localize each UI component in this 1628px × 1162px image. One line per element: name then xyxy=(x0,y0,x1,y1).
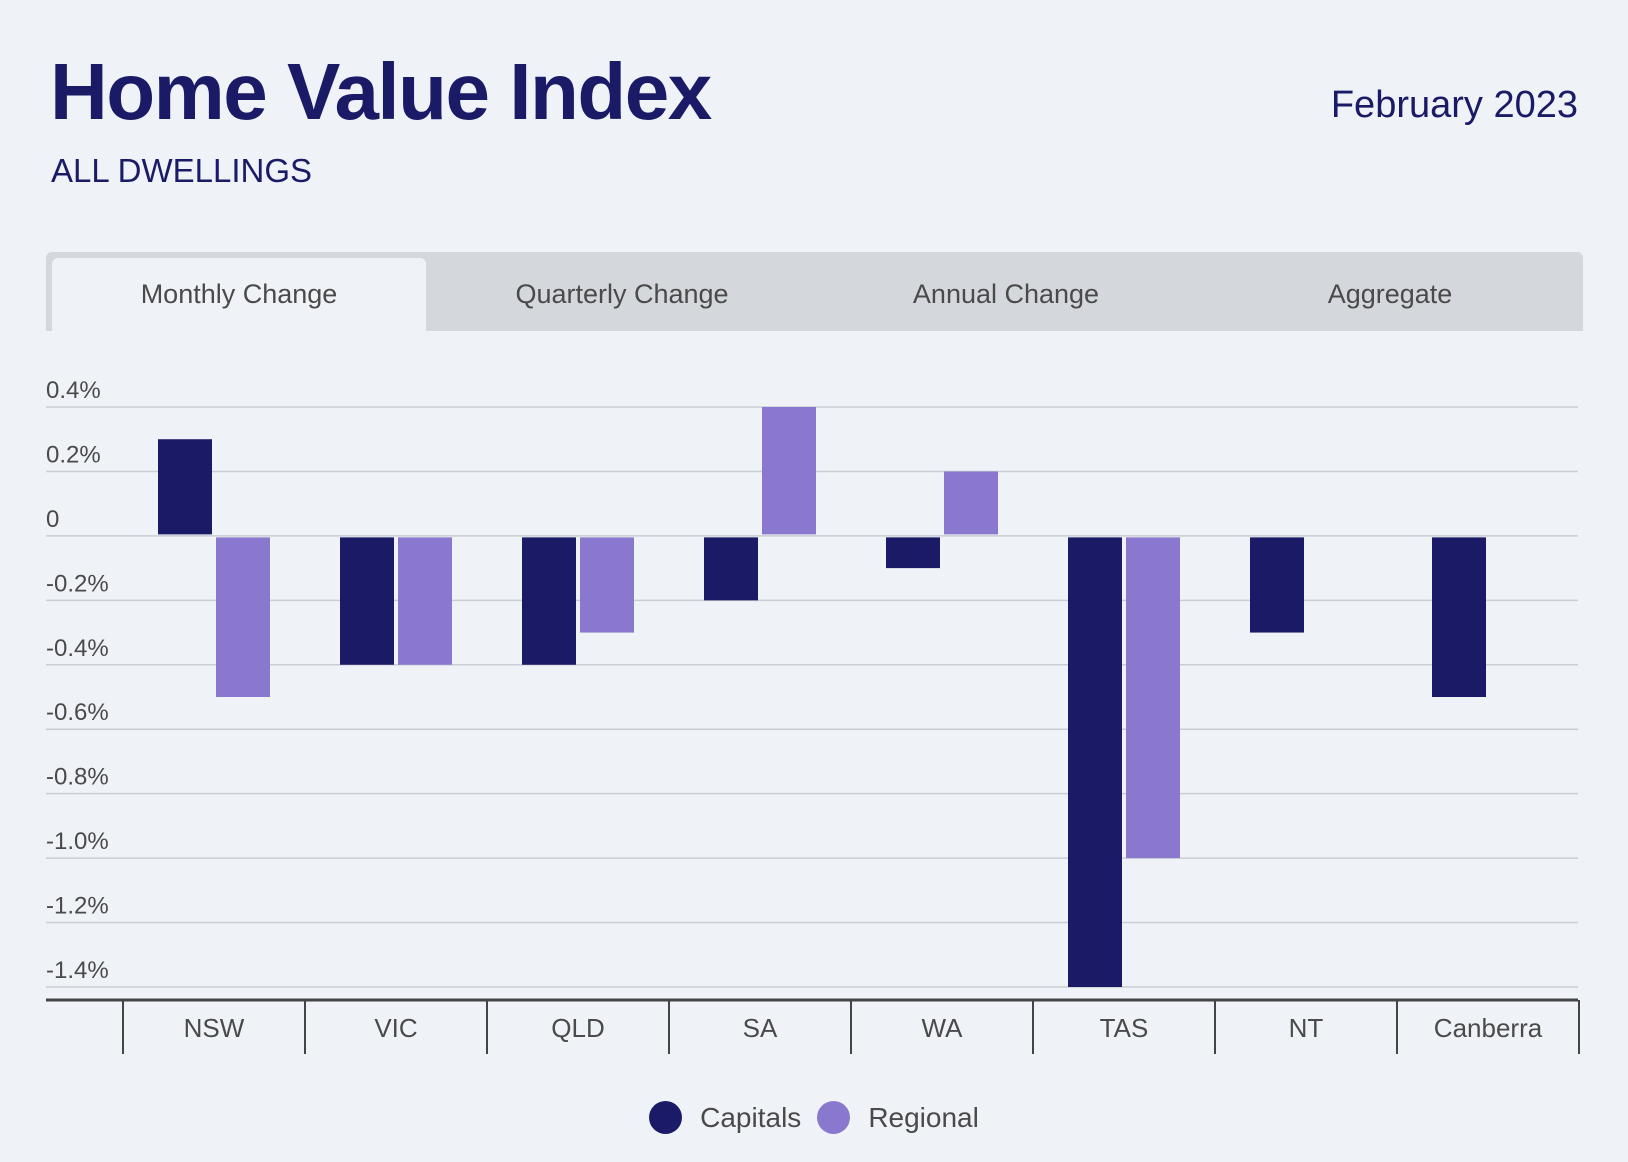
tab-aggregate[interactable]: Aggregate xyxy=(1327,279,1453,309)
tab-annual-change[interactable]: Annual Change xyxy=(912,279,1100,309)
bar-regional-sa xyxy=(762,407,816,535)
y-tick-label: -1.2% xyxy=(46,893,109,920)
y-tick-label: -0.4% xyxy=(46,635,109,662)
bar-capitals-sa xyxy=(704,537,758,601)
x-tick-label: SA xyxy=(743,1013,778,1043)
page-title: Home Value Index xyxy=(50,47,712,136)
x-tick-label: NSW xyxy=(184,1013,245,1043)
bar-capitals-canberra xyxy=(1432,537,1486,697)
y-tick-label: -0.2% xyxy=(46,570,109,597)
y-tick-label: -0.6% xyxy=(46,699,109,726)
bar-capitals-qld xyxy=(522,537,576,665)
y-tick-label: -0.8% xyxy=(46,764,109,791)
bar-capitals-nsw xyxy=(158,439,212,535)
bar-capitals-nt xyxy=(1250,537,1304,633)
bar-regional-nsw xyxy=(216,537,270,697)
x-tick-label: Canberra xyxy=(1434,1013,1543,1043)
legend-item-capitals[interactable]: Capitals xyxy=(649,1101,801,1134)
bar-chart: 0.4% 0.2% 0 -0.2% -0.4% -0.6% -0.8% -1.0% -1.2% -… xyxy=(46,377,1580,1054)
tab-quarterly-change[interactable]: Quarterly Change xyxy=(515,279,729,309)
legend-item-regional[interactable]: Regional xyxy=(817,1101,979,1134)
legend-label-capitals: Capitals xyxy=(700,1101,802,1133)
bar-capitals-wa xyxy=(886,537,940,569)
tab-bar: Monthly Change Quarterly Change Annual C… xyxy=(46,252,1583,331)
x-tick-label: VIC xyxy=(374,1013,417,1043)
y-tick-label: -1.0% xyxy=(46,828,109,855)
bar-regional-qld xyxy=(580,537,634,633)
y-tick-label: 0 xyxy=(46,506,59,533)
bar-regional-tas xyxy=(1126,537,1180,859)
x-tick-label: QLD xyxy=(551,1013,604,1043)
tab-monthly-change[interactable]: Monthly Change xyxy=(52,258,426,331)
bar-regional-vic xyxy=(398,537,452,665)
y-tick-label: -1.4% xyxy=(46,957,109,984)
report-date: February 2023 xyxy=(1330,84,1578,126)
bar-capitals-vic xyxy=(340,537,394,665)
legend-swatch-capitals xyxy=(649,1101,683,1134)
x-tick-label: WA xyxy=(922,1013,964,1043)
x-tick-label: NT xyxy=(1289,1013,1324,1043)
legend-label-regional: Regional xyxy=(868,1101,979,1133)
x-tick-label: TAS xyxy=(1100,1013,1149,1043)
page-subtitle: ALL DWELLINGS xyxy=(51,152,313,189)
legend-swatch-regional xyxy=(817,1101,851,1134)
y-tick-label: 0.2% xyxy=(46,441,101,468)
chart-legend: Capitals Regional xyxy=(0,1101,1628,1134)
bar-regional-wa xyxy=(944,471,998,535)
bar-capitals-tas xyxy=(1068,537,1122,987)
y-tick-label: 0.4% xyxy=(46,377,101,404)
